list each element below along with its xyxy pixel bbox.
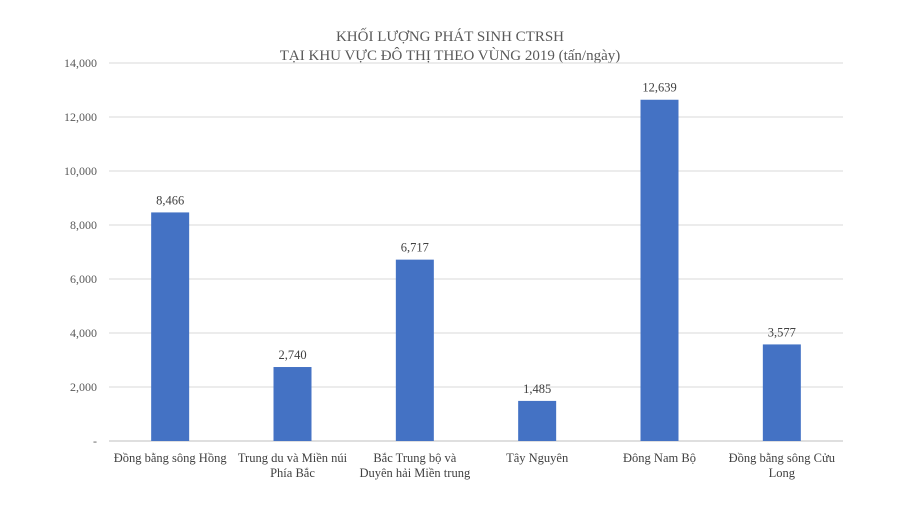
category-label: Duyên hải Miền trung <box>359 466 470 480</box>
data-label: 3,577 <box>768 325 796 339</box>
chart-title-line-1: KHỐI LƯỢNG PHÁT SINH CTRSH <box>336 27 564 45</box>
bar <box>395 259 434 441</box>
data-label: 6,717 <box>401 241 429 255</box>
y-tick-label: 12,000 <box>64 110 97 124</box>
y-tick-label: 10,000 <box>64 164 97 178</box>
y-tick-label: 4,000 <box>70 326 97 340</box>
y-tick-label: 6,000 <box>70 272 97 286</box>
category-label: Phía Bắc <box>270 466 315 480</box>
bar <box>273 367 312 441</box>
chart-title-line-2: TẠI KHU VỰC ĐÔ THỊ THEO VÙNG 2019 (tấn/n… <box>280 47 621 64</box>
x-axis-categories: Đồng bằng sông Hồng Trung du và Miền núiP… <box>114 451 836 480</box>
category-label: Long <box>769 466 796 480</box>
y-axis-ticks: - 2,000 4,000 6,000 8,000 10,000 12,000 14,000 <box>64 56 97 448</box>
category-label: Đồng bằng sông Hồng <box>114 451 228 465</box>
category-label: Bắc Trung bộ và <box>373 451 456 465</box>
category-label: Đông Nam Bộ <box>623 451 696 465</box>
category-label: Trung du và Miền núi <box>238 451 348 465</box>
data-label: 8,466 <box>156 193 184 207</box>
bar <box>151 212 190 441</box>
bar <box>640 99 679 441</box>
y-tick-label: 8,000 <box>70 218 97 232</box>
data-labels: 8,466 2,740 6,717 1,485 12,639 3,577 <box>156 81 796 396</box>
data-label: 2,740 <box>278 348 306 362</box>
y-tick-label: 2,000 <box>70 380 97 394</box>
y-tick-label: 14,000 <box>64 56 97 70</box>
bars <box>151 99 801 441</box>
chart-title: KHỐI LƯỢNG PHÁT SINH CTRSH TẠI KHU VỰC Đ… <box>280 27 621 64</box>
category-label: Đồng bằng sông Cửu <box>729 451 836 465</box>
data-label: 12,639 <box>642 81 676 95</box>
bar <box>762 344 801 441</box>
bar <box>518 400 557 441</box>
data-label: 1,485 <box>523 382 551 396</box>
gridlines <box>109 62 843 442</box>
y-tick-label: - <box>93 434 97 448</box>
category-label: Tây Nguyên <box>506 451 569 465</box>
